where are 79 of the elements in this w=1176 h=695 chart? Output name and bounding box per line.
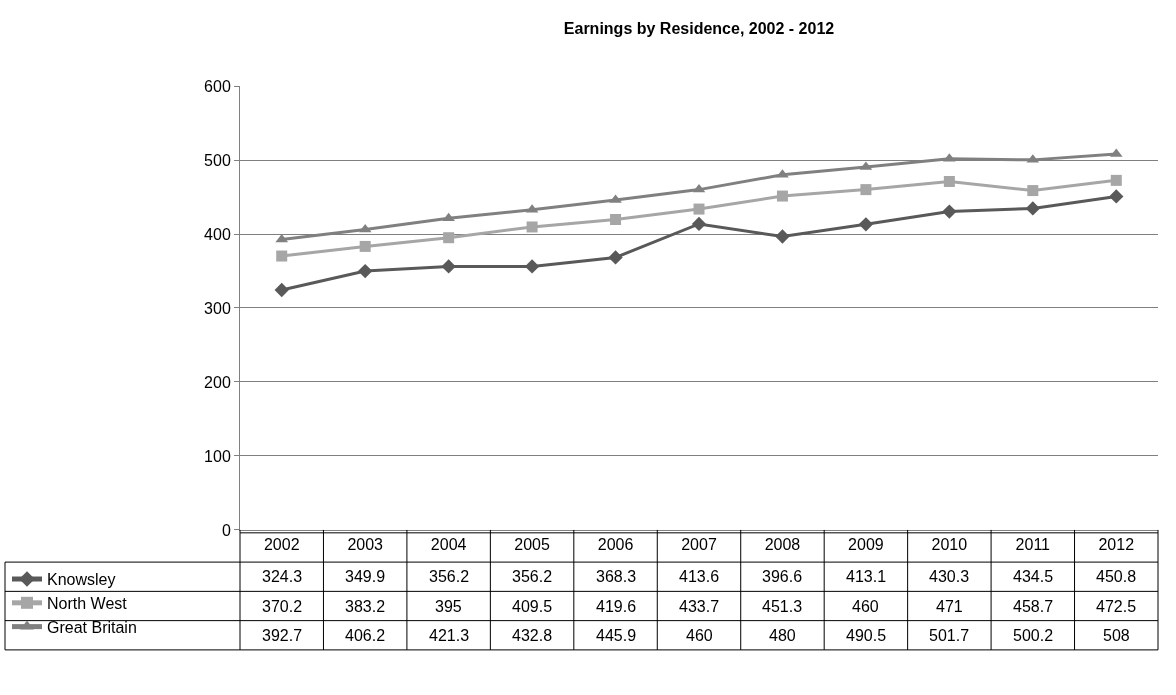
x-tick-label: 2002 [263,536,300,554]
data-label: 395 [435,598,462,615]
point [276,250,288,262]
point [775,229,790,244]
point [358,223,372,233]
point [1110,174,1122,186]
data-label: 460 [852,598,879,615]
point [943,175,955,187]
data-label: 392.7 [262,627,303,644]
legend-label: North West [47,595,128,613]
data-label: 406.2 [345,627,386,644]
data-label: 421.3 [429,627,470,644]
point [441,259,456,274]
x-tick-label: 2009 [848,536,884,554]
data-label: 324.3 [262,568,303,585]
data-label: 471 [936,598,963,615]
x-tick-label: 2006 [597,536,634,554]
x-tick-label: 2010 [931,536,968,554]
point [691,216,707,232]
point [1027,185,1039,197]
point [274,282,289,298]
legend-label: Great Britain [47,618,137,636]
x-tick-label: 2011 [1015,536,1051,554]
point [860,184,872,196]
data-label: 432.8 [512,627,553,644]
data-label: 413.1 [846,568,887,585]
point [275,233,289,243]
data-label: 508 [1103,627,1130,644]
y-tick-label: 500 [204,151,231,169]
data-label: 370.2 [262,598,303,615]
data-label: 458.7 [1013,598,1054,615]
data-label: 500.2 [1013,627,1054,644]
data-label: 450.8 [1096,568,1137,585]
data-label: 413.6 [679,568,720,585]
point [693,203,705,215]
x-tick-label: 2012 [1098,536,1135,554]
point [1109,189,1124,204]
data-label: 349.9 [345,568,386,585]
point [776,190,788,202]
point [359,240,371,252]
data-label: 490.5 [846,627,887,644]
data-label: 501.7 [929,627,970,644]
data-label: 460 [686,627,713,644]
data-label: 480 [769,627,796,644]
data-label: 419.6 [596,598,637,615]
data-label: 368.3 [596,568,637,585]
y-tick-label: 100 [204,447,231,465]
x-tick-label: 2007 [681,536,717,554]
point [443,232,455,244]
data-label: 434.5 [1013,568,1054,585]
data-label: 451.3 [762,598,803,615]
data-label: 430.3 [929,568,970,585]
y-tick-label: 200 [204,373,231,391]
point [1025,201,1040,216]
point [524,259,540,274]
point [358,263,373,279]
y-tick-label: 0 [221,521,231,539]
point [942,204,957,219]
data-label: 445.9 [596,627,637,644]
y-tick-label: 600 [204,77,231,95]
data-label: 472.5 [1096,598,1137,615]
data-label: 356.2 [512,568,553,585]
point [858,217,874,232]
x-tick-label: 2008 [764,536,801,554]
point [608,250,623,265]
data-label: 396.6 [762,568,803,585]
data-label: 409.5 [512,598,553,615]
legend-label: Knowsley [47,571,116,589]
y-tick-label: 400 [204,225,231,243]
point [610,214,622,225]
chart-title: Earnings by Residence, 2002 - 2012 [563,19,835,37]
x-tick-label: 2003 [347,536,384,554]
data-label: 356.2 [429,568,470,585]
x-tick-label: 2005 [514,536,550,554]
data-label: 383.2 [345,598,386,615]
data-label: 433.7 [679,598,720,615]
y-tick-label: 300 [204,299,231,317]
point [526,221,538,233]
x-tick-label: 2004 [430,536,467,554]
